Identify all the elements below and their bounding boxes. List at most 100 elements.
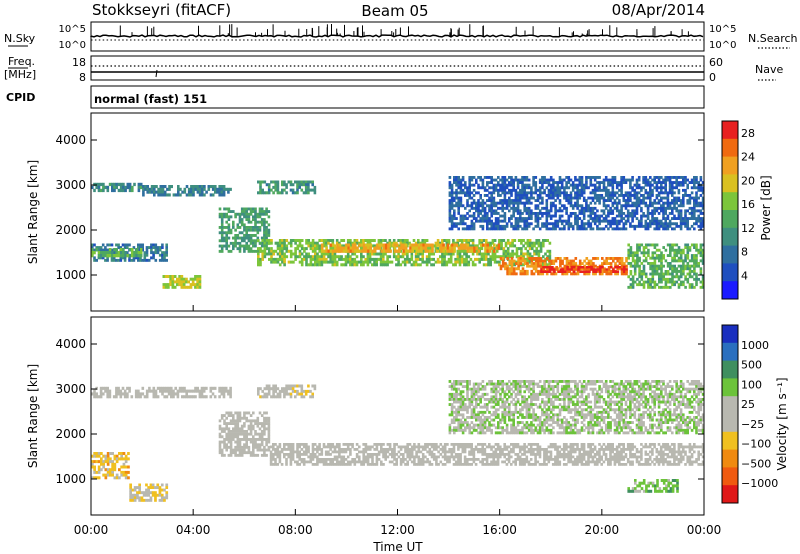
nsky-line bbox=[90, 34, 704, 38]
echo-cell bbox=[97, 476, 101, 480]
echo-cell bbox=[686, 248, 690, 252]
echo-cell bbox=[360, 249, 364, 253]
echo-cell bbox=[122, 188, 125, 193]
echo-cell bbox=[497, 194, 500, 197]
echo-cell bbox=[410, 263, 414, 267]
echo-cell bbox=[445, 260, 449, 264]
echo-cell bbox=[296, 392, 299, 396]
echo-cell bbox=[701, 217, 705, 220]
echo-cell bbox=[272, 257, 275, 261]
echo-cell bbox=[578, 217, 582, 220]
echo-cell bbox=[477, 212, 480, 215]
echo-cell bbox=[598, 188, 601, 192]
echo-cell bbox=[513, 252, 517, 256]
echo-cell bbox=[548, 241, 552, 245]
echo-cell bbox=[601, 257, 604, 260]
echo-cell bbox=[183, 190, 187, 194]
echo-cell bbox=[390, 241, 394, 245]
echo-cell bbox=[305, 460, 308, 464]
echo-cell bbox=[102, 254, 105, 258]
echo-cell bbox=[119, 188, 123, 193]
echo-cell bbox=[508, 199, 511, 202]
echo-cell bbox=[666, 227, 670, 231]
echo-cell bbox=[270, 255, 273, 259]
echo-cell bbox=[540, 266, 543, 269]
echo-cell bbox=[673, 248, 676, 252]
echo-cell bbox=[196, 277, 199, 281]
echo-cell bbox=[495, 249, 499, 253]
echo-cell bbox=[620, 188, 623, 192]
echo-cell bbox=[229, 187, 232, 191]
echo-cell bbox=[481, 217, 485, 220]
echo-cell bbox=[562, 268, 565, 271]
echo-cell bbox=[631, 224, 634, 228]
echo-cell bbox=[220, 215, 224, 219]
echo-cell bbox=[563, 224, 566, 228]
echo-cell bbox=[636, 264, 639, 268]
echo-cell bbox=[651, 272, 655, 276]
echo-cell bbox=[530, 188, 533, 192]
echo-cell bbox=[294, 191, 297, 195]
echo-cell bbox=[629, 224, 632, 228]
echo-cell bbox=[393, 246, 397, 250]
echo-cell bbox=[119, 246, 123, 249]
echo-cell bbox=[644, 191, 648, 195]
echo-cell bbox=[185, 280, 188, 284]
echo-cell bbox=[637, 219, 641, 223]
echo-cell bbox=[563, 178, 566, 182]
echo-cell bbox=[437, 243, 441, 247]
echo-cell bbox=[686, 267, 690, 271]
echo-cell bbox=[403, 252, 407, 256]
echo-cell bbox=[523, 227, 526, 231]
echo-cell bbox=[218, 212, 222, 216]
echo-cell bbox=[534, 267, 538, 271]
echo-cell bbox=[393, 243, 397, 247]
echo-cell bbox=[307, 241, 310, 245]
echo-cell bbox=[682, 219, 685, 223]
echo-cell bbox=[351, 243, 355, 247]
echo-cell bbox=[278, 239, 282, 242]
echo-cell bbox=[693, 259, 696, 263]
echo-cell bbox=[537, 241, 541, 245]
echo-cell bbox=[686, 243, 690, 247]
echo-cell bbox=[192, 395, 195, 399]
echo-cell bbox=[598, 186, 601, 190]
echo-cell bbox=[547, 212, 551, 215]
echo-cell bbox=[278, 460, 282, 464]
echo-cell bbox=[556, 267, 560, 271]
echo-cell bbox=[351, 246, 355, 250]
echo-cell bbox=[684, 256, 687, 260]
echo-cell bbox=[510, 272, 514, 276]
echo-cell bbox=[442, 243, 445, 247]
echo-cell bbox=[289, 239, 293, 242]
echo-cell bbox=[537, 239, 541, 242]
echo-cell bbox=[624, 219, 628, 223]
echo-cell bbox=[675, 201, 678, 205]
echo-cell bbox=[129, 496, 132, 500]
echo-cell bbox=[655, 222, 659, 226]
echo-cell bbox=[209, 395, 213, 399]
echo-cell bbox=[384, 246, 388, 250]
echo-cell bbox=[640, 214, 643, 218]
echo-cell bbox=[106, 473, 110, 477]
echo-cell bbox=[693, 212, 696, 215]
echo-cell bbox=[523, 201, 526, 205]
echo-cell bbox=[671, 277, 674, 281]
echo-cell bbox=[99, 182, 103, 187]
echo-cell bbox=[479, 176, 482, 179]
echo-cell bbox=[502, 255, 506, 259]
echo-cell bbox=[294, 257, 297, 261]
echo-cell bbox=[695, 275, 698, 279]
echo-cell bbox=[203, 185, 206, 189]
echo-cell bbox=[259, 387, 262, 391]
echo-cell bbox=[131, 185, 134, 190]
echo-cell bbox=[307, 450, 310, 454]
echo-cell bbox=[145, 246, 149, 249]
echo-cell bbox=[612, 259, 615, 263]
echo-cell bbox=[611, 219, 615, 223]
echo-cell bbox=[598, 176, 601, 179]
echo-cell bbox=[450, 194, 454, 197]
echo-cell bbox=[270, 241, 273, 245]
echo-cell bbox=[499, 194, 502, 197]
echo-cell bbox=[521, 212, 524, 215]
